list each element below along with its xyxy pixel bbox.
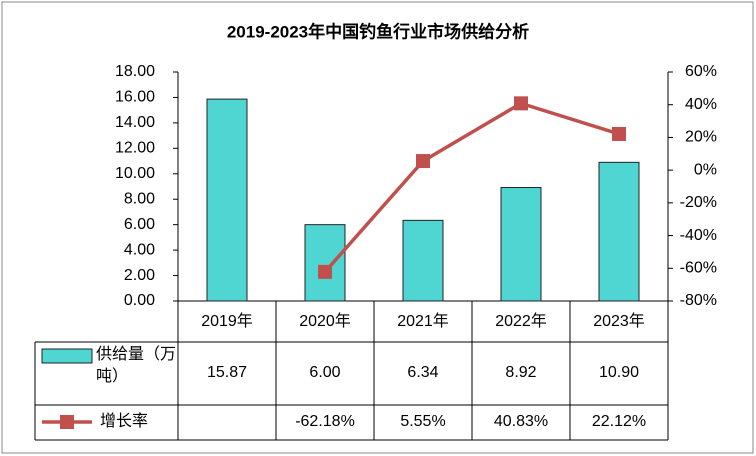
y-tick-label: 18.00 [115, 63, 155, 80]
table-value: -62.18% [295, 413, 355, 430]
x-tick-label: 2020年 [299, 312, 351, 330]
table-value: 10.90 [599, 364, 639, 381]
bar [402, 219, 444, 302]
y2-tick-label: 60% [685, 63, 717, 80]
y-tick-label: 12.00 [115, 140, 155, 157]
y2-tick-label: 40% [685, 96, 717, 113]
y2-tick-label: -40% [680, 227, 717, 244]
bar [206, 98, 248, 302]
y2-tick-label: 20% [685, 129, 717, 146]
line-marker [318, 264, 332, 279]
legend-label: 供给量（万吨） [96, 346, 176, 385]
y2-tick-label: -60% [680, 260, 717, 277]
x-tick-label: 2023年 [593, 312, 645, 330]
x-tick-label: 2022年 [495, 312, 547, 330]
line-marker [612, 126, 626, 141]
y-tick-label: 14.00 [115, 114, 155, 131]
y2-tick-label: 0% [694, 161, 717, 178]
x-tick-label: 2021年 [397, 312, 449, 330]
table-value: 15.87 [207, 364, 247, 381]
table-value: 6.00 [309, 364, 340, 381]
y-tick-label: 0.00 [124, 292, 155, 309]
line-marker [416, 154, 430, 169]
line-marker [514, 96, 528, 111]
bar [500, 187, 542, 302]
y-tick-label: 10.00 [115, 165, 155, 182]
table-value: 8.92 [505, 364, 536, 381]
chart-title: 2019-2023年中国钓鱼行业市场供给分析 [227, 21, 529, 41]
y-tick-label: 6.00 [124, 216, 155, 233]
x-tick-label: 2019年 [201, 312, 253, 330]
table-value: 6.34 [407, 364, 438, 381]
bar [304, 224, 346, 302]
legend-label-box: 供给量（万吨） [96, 346, 176, 385]
table-grid [34, 72, 669, 441]
y2-tick-label: -80% [680, 292, 717, 309]
y-tick-label: 2.00 [124, 267, 155, 284]
legend-marker [60, 415, 74, 429]
table-value: 5.55% [400, 413, 445, 430]
table-value: 22.12% [592, 413, 646, 430]
legend-swatch [41, 348, 93, 364]
y2-tick-label: -20% [680, 194, 717, 211]
y-tick-label: 8.00 [124, 190, 155, 207]
bar [598, 161, 640, 302]
legend-label: 增长率 [100, 412, 148, 430]
table-value: 40.83% [494, 413, 548, 430]
y-tick-label: 16.00 [115, 89, 155, 106]
y-tick-label: 4.00 [124, 241, 155, 258]
line [323, 101, 620, 274]
